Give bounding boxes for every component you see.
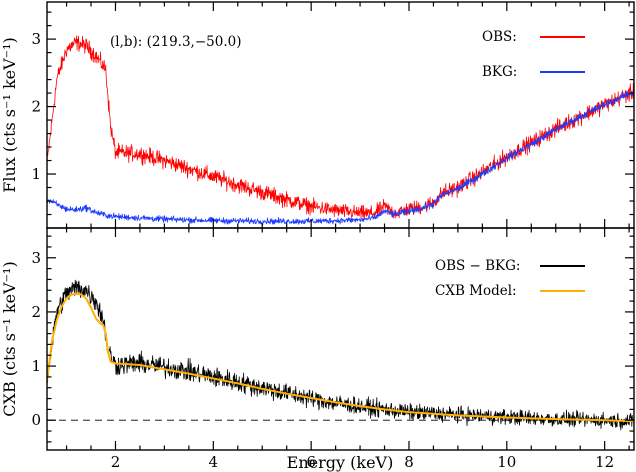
y-tick-label: 3: [31, 30, 41, 48]
series-obs: [47, 35, 634, 219]
text-layer: (l,b): (219.3,−50.0) OBS: BKG: OBS − BKG…: [0, 29, 585, 472]
y-tick-label: 2: [31, 98, 41, 116]
x-tick-label: 12: [595, 453, 614, 471]
y-tick-label: 2: [31, 303, 41, 321]
top-y-axis-label: Flux (cts s⁻¹ keV⁻¹): [0, 37, 19, 193]
y-tick-label: 1: [31, 357, 41, 375]
x-tick-label: 10: [497, 453, 516, 471]
x-tick-label: 6: [306, 453, 316, 471]
y-tick-label: 3: [31, 249, 41, 267]
legend-label-obs-bkg: OBS − BKG:: [435, 258, 520, 274]
x-axis-label: Energy (keV): [287, 453, 394, 472]
legend-label-cxb-model: CXB Model:: [435, 283, 517, 299]
coordinate-annotation: (l,b): (219.3,−50.0): [110, 34, 241, 50]
frame-layer: [46, 1, 635, 451]
legend-label-bkg: BKG:: [482, 64, 517, 80]
series-cxb-model: [47, 292, 634, 423]
series-bkg: [47, 89, 634, 226]
top-panel-series: [47, 35, 634, 226]
data-layer: [47, 35, 634, 431]
x-tick-label: 4: [209, 453, 219, 471]
bottom-panel-frame: [46, 227, 635, 451]
y-tick-label: 1: [31, 165, 41, 183]
y-tick-label: 0: [31, 411, 41, 429]
x-tick-label: 2: [111, 453, 121, 471]
series-obs-bkg: [47, 279, 634, 431]
x-tick-label: 8: [404, 453, 414, 471]
legend-label-obs: OBS:: [482, 29, 517, 45]
bottom-panel-series: [47, 279, 634, 431]
bottom-y-axis-label: CXB (cts s⁻¹ keV⁻¹): [0, 261, 19, 416]
